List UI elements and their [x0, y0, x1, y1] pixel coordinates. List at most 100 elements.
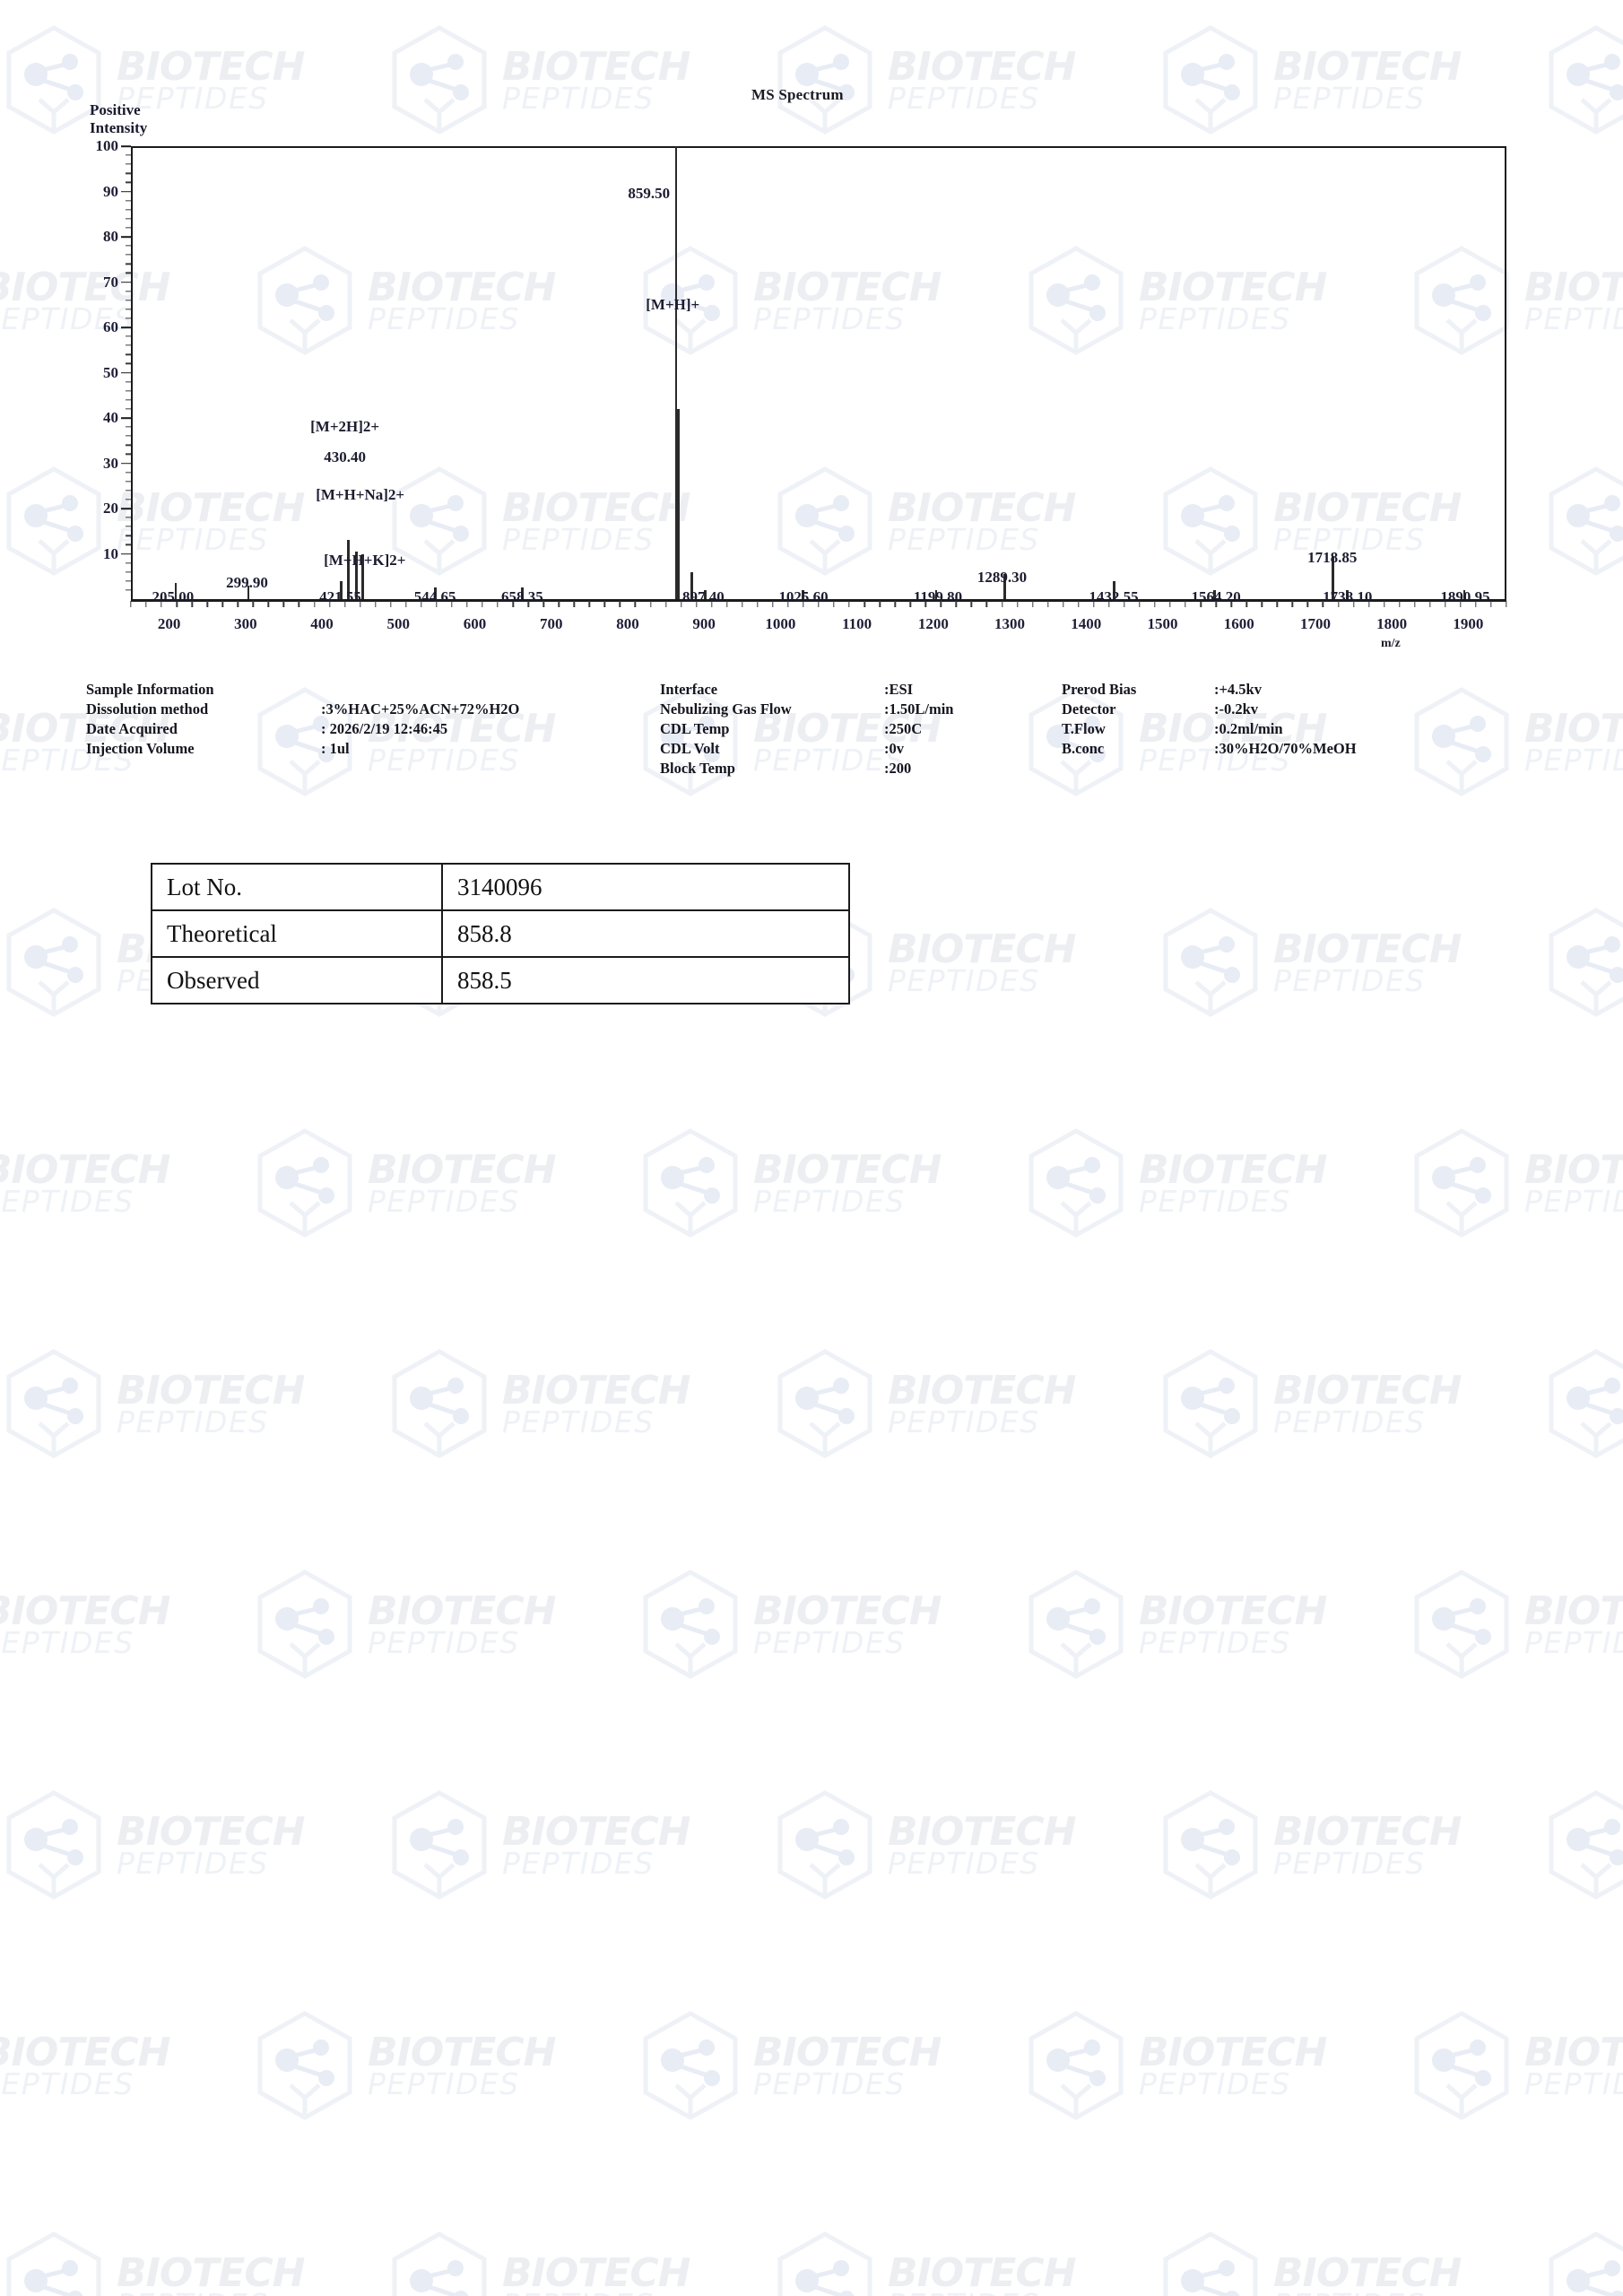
param-key: B.conc [1062, 739, 1105, 757]
y-tick-major [121, 145, 131, 147]
y-tick-major [121, 552, 131, 555]
x-tick-minor [1245, 601, 1247, 607]
y-tick-minor [126, 426, 131, 428]
y-tick-minor [126, 589, 131, 591]
interface-param-row: CDL Volt:0v [660, 739, 953, 759]
x-tick-minor [313, 601, 316, 607]
param-value: :+4.5kv [1214, 681, 1262, 698]
x-tick-minor [221, 601, 223, 607]
polarity-label: Positive [90, 101, 141, 118]
x-tick-minor [985, 601, 988, 607]
x-tick-minor [1490, 601, 1492, 607]
x-tick-minor [1154, 601, 1156, 607]
param-key: Prerod Bias [1062, 681, 1137, 698]
x-tick-minor [1139, 601, 1141, 607]
x-tick-minor [757, 601, 759, 607]
x-tick-minor [343, 601, 346, 607]
x-tick-minor [1306, 601, 1309, 607]
spectrum-peak [674, 146, 678, 599]
spectrum-plot-area [131, 146, 1506, 599]
y-tick-minor [126, 399, 131, 401]
x-tick-minor [527, 601, 529, 607]
param-key: Nebulizing Gas Flow [660, 700, 792, 718]
spectrum-peak [346, 540, 350, 599]
interface-parameters-column: Interface:ESI Nebulizing Gas Flow:1.50L/m… [660, 680, 953, 778]
y-tick-major [121, 281, 131, 283]
spectrum-peak [703, 589, 707, 599]
peak-annotation: [M+H]+ [646, 296, 700, 313]
x-tick-minor [451, 601, 453, 607]
peak-series [133, 146, 1505, 599]
x-tick-minor [879, 601, 881, 607]
param-key: Detector [1062, 700, 1116, 718]
x-tick-minor [1276, 601, 1279, 607]
peak-value-label: 1718.85 [1307, 549, 1358, 566]
y-tick-minor [126, 362, 131, 365]
x-tick-label: 1100 [842, 615, 872, 632]
y-tick-label: 40 [103, 409, 118, 426]
param-key: Block Temp [660, 759, 735, 777]
param-key: CDL Temp [660, 719, 730, 737]
spectrum-peak [934, 589, 938, 599]
x-tick-minor [726, 601, 728, 607]
x-axis-line [131, 599, 1506, 602]
table-cell-value: 858.8 [441, 909, 850, 958]
y-axis: 10 20 30 40 50 60 70 80 90 100 [86, 137, 131, 599]
x-tick-minor [1261, 601, 1263, 607]
table-cell-key: Lot No. [151, 863, 443, 911]
x-tick-minor [1169, 601, 1171, 607]
x-tick-minor [405, 601, 407, 607]
x-tick-minor [772, 601, 774, 607]
x-tick-minor [1078, 601, 1080, 607]
x-tick-minor [818, 601, 820, 607]
sample-information-column: Sample Information Dissolution method:3%… [86, 680, 519, 759]
x-tick-minor [1322, 601, 1324, 607]
intensity-axis-label: Intensity [90, 118, 148, 136]
y-tick-minor [126, 199, 131, 202]
result-table: Lot No. 3140096 Theoretical 858.8 Observed 85… [151, 863, 850, 1004]
x-tick-minor [1429, 601, 1431, 607]
x-tick-minor [787, 601, 789, 607]
y-tick-minor [126, 254, 131, 256]
param-value: :-0.2kv [1214, 700, 1259, 718]
spectrum-peak [1213, 589, 1216, 599]
x-tick-minor [940, 601, 942, 607]
param-value: :200 [884, 759, 912, 777]
x-tick-label: 700 [539, 615, 563, 632]
x-tick-minor [1291, 601, 1294, 607]
y-tick-minor [126, 453, 131, 456]
y-tick-minor [126, 499, 131, 500]
param-value: :250C [884, 719, 923, 737]
y-tick-minor [126, 227, 131, 229]
peak-value-label: 544.65 [413, 588, 456, 605]
peak-annotation: 430.40 [324, 448, 366, 465]
x-tick-minor [436, 601, 438, 607]
y-tick-minor [126, 172, 131, 174]
x-tick-label: 900 [692, 615, 716, 632]
y-tick-minor [126, 390, 131, 392]
interface-param-row: Interface:ESI [660, 680, 953, 700]
x-tick-minor [267, 601, 270, 607]
detector-parameters-column: Prerod Bias:+4.5kv Detector:-0.2kv T.Flow:… [1062, 680, 1357, 759]
y-tick-minor [126, 481, 131, 483]
x-tick-minor [1367, 601, 1370, 607]
y-tick-minor [126, 163, 131, 165]
y-tick-minor [126, 535, 131, 536]
y-tick-major [121, 236, 131, 238]
x-tick-minor [390, 601, 392, 607]
param-value: : 1ul [321, 739, 350, 757]
param-value: :3%HAC+25%ACN+72%H2O [321, 700, 520, 718]
spectrum-peak [521, 587, 524, 599]
table-cell-key: Theoretical [151, 909, 443, 958]
x-tick-label: 300 [234, 615, 257, 632]
y-tick-major [121, 190, 131, 193]
x-tick-minor [328, 601, 331, 607]
peak-value-label: 1738.10 [1323, 588, 1373, 605]
y-tick-major [121, 371, 131, 374]
x-tick-label: 1500 [1147, 615, 1178, 632]
x-tick-minor [1230, 601, 1232, 607]
peak-value-label: 1025.60 [778, 588, 829, 605]
y-tick-minor [126, 526, 131, 527]
x-tick-minor [558, 601, 560, 607]
param-value: :0.2ml/min [1214, 719, 1283, 737]
